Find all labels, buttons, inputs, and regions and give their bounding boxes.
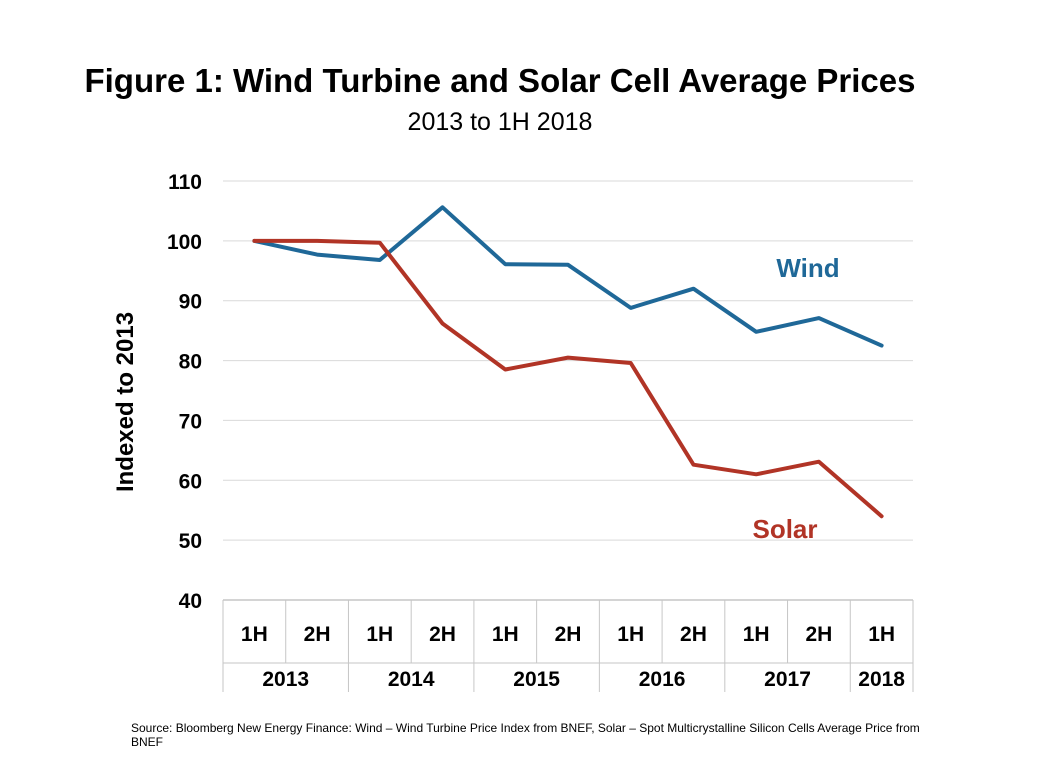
- y-tick-label: 80: [179, 351, 202, 374]
- source-note: Source: Bloomberg New Energy Finance: Wi…: [131, 721, 920, 749]
- y-tick-label: 70: [179, 410, 202, 433]
- y-tick-label: 50: [179, 530, 202, 553]
- x-tick-label: 1H: [868, 623, 895, 646]
- x-tick-label: 2H: [429, 623, 456, 646]
- y-tick-label: 40: [179, 590, 202, 613]
- year-group-label: 2017: [764, 668, 811, 691]
- chart-subtitle: 2013 to 1H 2018: [407, 108, 593, 136]
- year-group-label: 2013: [262, 668, 309, 691]
- y-tick-label: 90: [179, 291, 202, 314]
- series-label-wind: Wind: [776, 253, 839, 283]
- x-tick-label: 1H: [492, 623, 519, 646]
- x-tick-label: 1H: [617, 623, 644, 646]
- year-group-label: 2015: [513, 668, 560, 691]
- x-tick-label: 2H: [555, 623, 582, 646]
- x-tick-label: 1H: [366, 623, 393, 646]
- x-tick-label: 2H: [680, 623, 707, 646]
- series-line-solar: [252, 238, 884, 519]
- x-tick-label: 1H: [743, 623, 770, 646]
- x-tick-label: 2H: [805, 623, 832, 646]
- y-tick-label: 100: [167, 231, 202, 254]
- year-group-label: 2016: [639, 668, 686, 691]
- y-axis-label: Indexed to 2013: [112, 312, 139, 492]
- series-label-solar: Solar: [752, 514, 817, 544]
- y-tick-label: 60: [179, 470, 202, 493]
- series-line-wind: [252, 205, 884, 348]
- y-tick-label: 110: [168, 171, 202, 194]
- year-group-label: 2014: [388, 668, 435, 691]
- chart-title: Figure 1: Wind Turbine and Solar Cell Av…: [84, 62, 916, 99]
- x-tick-label: 1H: [241, 623, 268, 646]
- x-tick-label: 2H: [304, 623, 331, 646]
- year-group-label: 2018: [858, 668, 905, 691]
